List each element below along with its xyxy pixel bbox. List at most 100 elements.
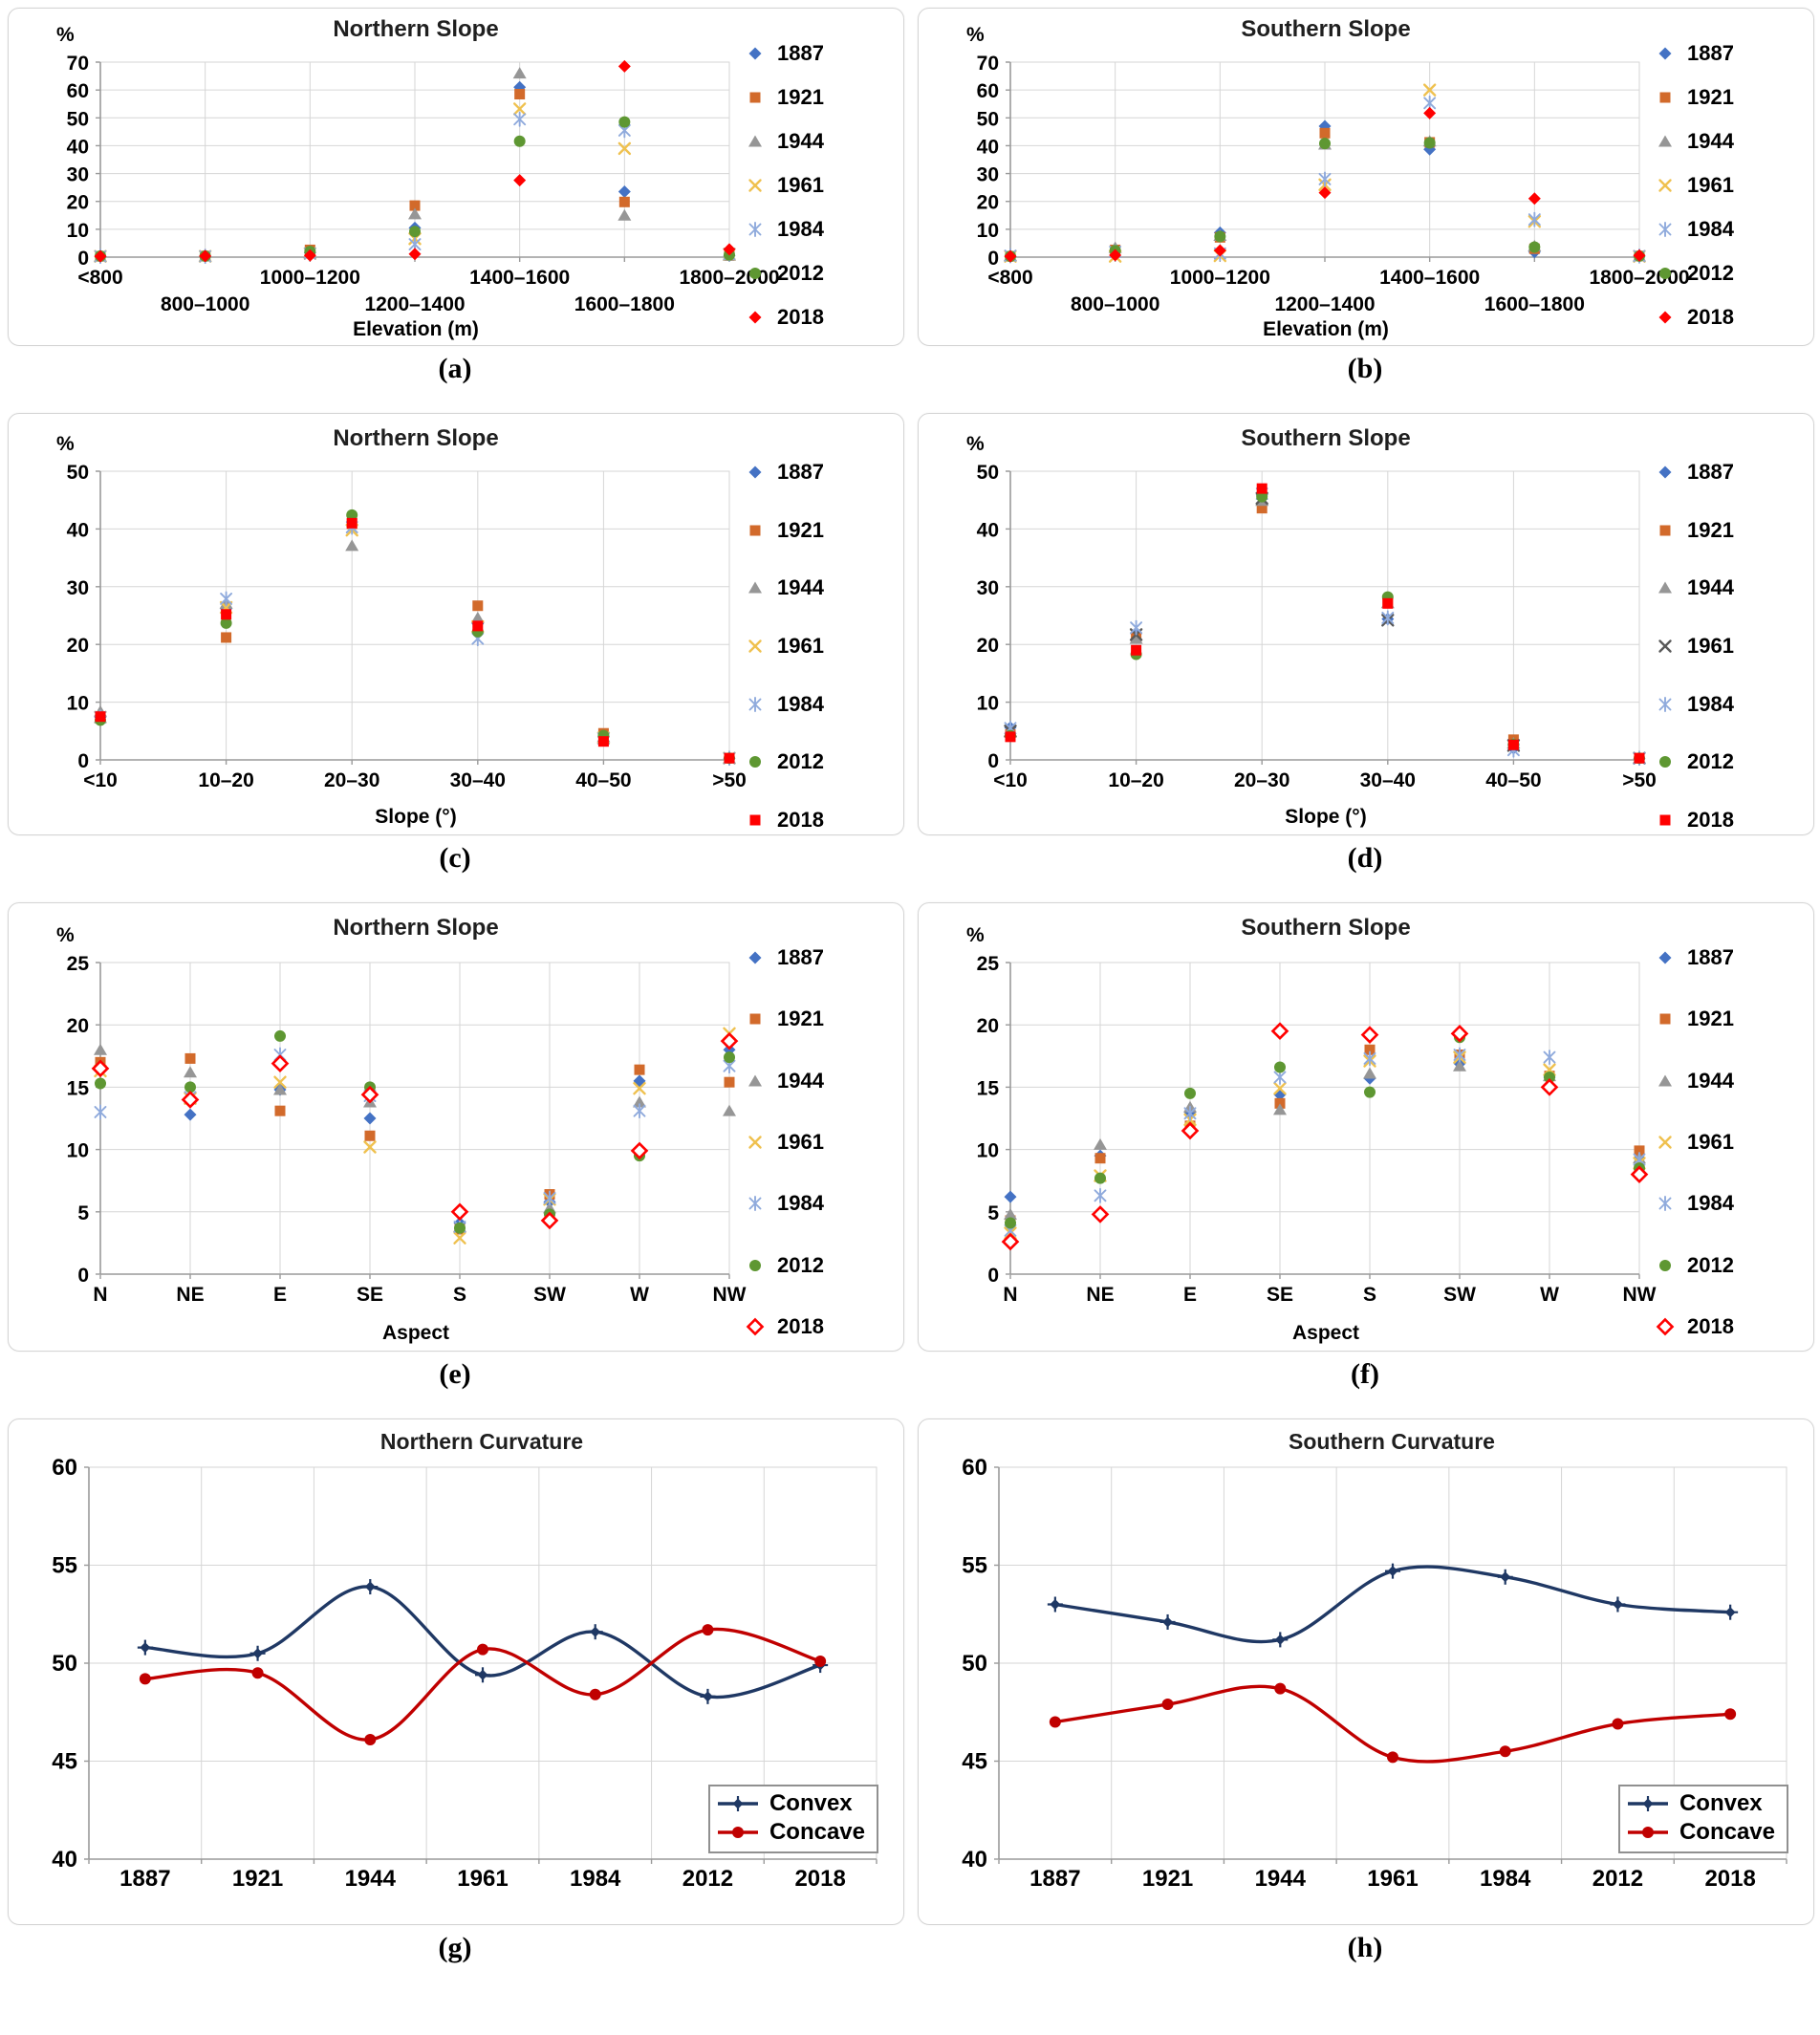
square-marker-icon: [1659, 92, 1671, 103]
svg-text:<10: <10: [993, 769, 1028, 791]
svg-text:1961: 1961: [457, 1866, 508, 1892]
svg-text:SE: SE: [357, 1284, 383, 1306]
legend-label: 1887: [1687, 41, 1734, 65]
legend-label: 1984: [777, 217, 824, 241]
svg-text:0: 0: [987, 248, 999, 270]
legend-label: 1984: [1687, 1191, 1734, 1216]
legend-label: 1961: [777, 173, 824, 197]
svg-text:1944: 1944: [345, 1866, 397, 1892]
triangle-marker-icon: [748, 1074, 762, 1087]
legend-item-1921: 1921: [743, 85, 894, 110]
svg-text:E: E: [273, 1284, 287, 1306]
diamond-marker-icon: [748, 951, 762, 964]
square-marker-icon: [749, 525, 761, 536]
legend-label: 2012: [1687, 749, 1734, 774]
series-1887: [1004, 488, 1646, 766]
series-Concave: [139, 1624, 827, 1745]
figure-panel-d: % Southern Slope 0 10 20 30 40 50 <10 10–20 20–3…: [918, 413, 1814, 881]
plot-area-b: 0 10 20 30 40 50 60 70 <800 800–1000 1000–12001200…: [977, 53, 1690, 315]
legend-item-1887: 1887: [743, 460, 894, 485]
panel-caption-a: (a): [438, 353, 472, 384]
circle-marker-icon: [1627, 1827, 1668, 1838]
svg-text:20–30: 20–30: [324, 769, 379, 791]
legend-item-1984: 1984: [743, 692, 894, 717]
svg-text:50: 50: [977, 108, 999, 130]
svg-text:1921: 1921: [232, 1866, 283, 1892]
figure-panel-b: % Southern Slope 0 10 20 30 40 50 60 70 <800 800–…: [918, 8, 1814, 392]
plot-area-f: 0 5 10 15 20 25 N NE E SE S SW W NW: [977, 953, 1657, 1306]
figure-panel-f: % Southern Slope 0 5 10 15 20 25 N NE E SE S SW W NW …: [918, 902, 1814, 1397]
svg-text:10–20: 10–20: [198, 769, 253, 791]
panel-c: % Northern Slope 0 10 20 30 40 50 <10 10–20 20–3…: [8, 413, 904, 835]
triangle-marker-icon: [1658, 135, 1672, 147]
x-axis-title: Elevation (m): [353, 318, 479, 340]
legend-f: 1887 1921 1944 1961 1984 2012 2018: [1653, 945, 1804, 1339]
circle-marker-icon: [717, 1827, 758, 1838]
xstar-marker-icon: [748, 1196, 762, 1212]
legend-label: 2018: [777, 807, 824, 832]
legend-label: 2012: [1687, 261, 1734, 285]
series-1961: [1004, 491, 1646, 765]
legend-item-1984: 1984: [743, 217, 894, 242]
svg-text:20: 20: [67, 1015, 89, 1037]
series-2012: [1005, 490, 1645, 765]
legend-e: 1887 1921 1944 1961 1984 2012 2018: [743, 945, 894, 1339]
svg-text:20: 20: [977, 192, 999, 214]
xstar-marker-icon: [748, 222, 762, 237]
y-axis-unit-label: %: [56, 433, 75, 455]
legend-label: 2018: [777, 305, 824, 329]
panel-b: % Southern Slope 0 10 20 30 40 50 60 70 <800 800–…: [918, 8, 1814, 346]
svg-text:50: 50: [977, 462, 999, 484]
chart-title: Southern Slope: [1241, 16, 1411, 42]
x-marker-icon: [748, 179, 762, 192]
legend-label: 1961: [1687, 1129, 1734, 1154]
legend-label: 2018: [1687, 1313, 1734, 1338]
legend-item-1887: 1887: [1653, 945, 1804, 970]
legend-item-1944: 1944: [743, 575, 894, 600]
svg-text:20: 20: [977, 635, 999, 657]
svg-text:45: 45: [52, 1749, 77, 1775]
gridlines: [1006, 962, 1640, 1279]
y-axis-unit-label: %: [56, 24, 75, 46]
svg-text:SW: SW: [1443, 1284, 1476, 1306]
diamond-marker-icon: [1658, 311, 1672, 324]
svg-text:40: 40: [977, 136, 999, 158]
triangle-marker-icon: [748, 581, 762, 594]
legend-item-2018: 2018: [743, 1314, 894, 1339]
legend-item-1984: 1984: [1653, 692, 1804, 717]
x-marker-icon: [1658, 179, 1672, 192]
figure-panel-g: Northern Curvature 40 45 50 55 60 1887 1921 194…: [8, 1418, 904, 1971]
legend-item-concave: Concave: [716, 1819, 865, 1846]
chart-title: Northern Curvature: [379, 1429, 584, 1454]
panel-caption-h: (h): [1347, 1932, 1383, 1963]
plot-area-d: 0 10 20 30 40 50 <10 10–20 20–30 30–40 40–50 >50: [977, 462, 1657, 791]
legend-label: 1944: [777, 575, 824, 600]
svg-text:1200–1400: 1200–1400: [1274, 293, 1375, 315]
legend-label: 1887: [777, 945, 824, 969]
svg-text:15: 15: [67, 1077, 90, 1099]
svg-text:E: E: [1183, 1284, 1197, 1306]
series-1921: [95, 518, 735, 764]
square-marker-icon: [749, 92, 761, 103]
legend-label: 2012: [777, 261, 824, 285]
legend-label: 2012: [1687, 1252, 1734, 1277]
x-marker-icon: [1658, 1136, 1672, 1149]
svg-text:60: 60: [67, 80, 89, 102]
triangle-marker-icon: [1658, 1074, 1672, 1087]
svg-text:30–40: 30–40: [450, 769, 506, 791]
svg-text:N: N: [1003, 1284, 1017, 1306]
legend-item-1944: 1944: [743, 129, 894, 154]
series-2018: [1004, 106, 1646, 263]
svg-text:<800: <800: [987, 267, 1032, 289]
legend-g: Convex Concave: [707, 1785, 878, 1853]
legend-item-1944: 1944: [1653, 1069, 1804, 1093]
svg-text:30: 30: [67, 577, 89, 599]
svg-text:1600–1800: 1600–1800: [574, 293, 675, 315]
svg-text:60: 60: [52, 1455, 77, 1481]
xstar-marker-icon: [1658, 222, 1672, 237]
circle-marker-icon: [1659, 756, 1671, 769]
legend-item-1944: 1944: [1653, 575, 1804, 600]
svg-text:15: 15: [977, 1077, 1000, 1099]
svg-text:1921: 1921: [1142, 1866, 1193, 1892]
svg-text:1000–1200: 1000–1200: [260, 267, 360, 289]
